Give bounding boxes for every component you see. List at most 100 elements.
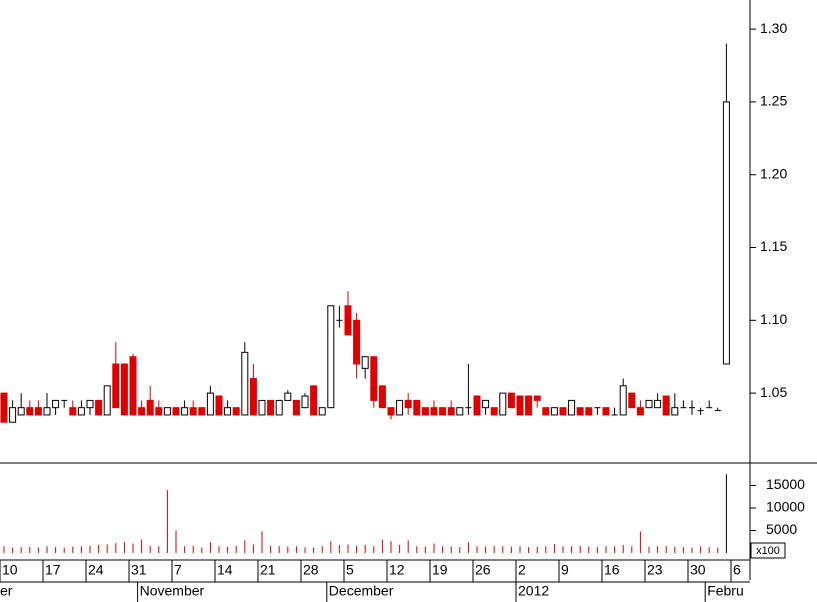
- candle-body: [318, 407, 326, 416]
- candle-body: [353, 319, 361, 365]
- x-tick-label: 9: [561, 562, 569, 578]
- candle-body: [120, 363, 128, 416]
- month-label: Febru: [707, 583, 744, 599]
- candle-body: [550, 407, 558, 416]
- x-tick-label: 10: [2, 562, 18, 578]
- candle-body: [662, 395, 670, 416]
- volume-tick-label: 5000: [766, 521, 797, 537]
- y-tick-label: 1.25: [760, 93, 787, 109]
- candle-body: [224, 407, 232, 416]
- x-tick-label: 12: [389, 562, 405, 578]
- candle-body: [628, 392, 636, 409]
- candle-body: [292, 399, 300, 416]
- candle-body: [232, 407, 240, 416]
- candle-body: [559, 407, 567, 416]
- candle-body: [473, 395, 481, 416]
- candle-body: [404, 399, 412, 409]
- x-tick-label: 28: [303, 562, 319, 578]
- candle-body: [310, 385, 318, 416]
- candle-body: [77, 407, 85, 416]
- y-tick-label: 1.30: [760, 20, 787, 36]
- candle-body: [636, 407, 644, 416]
- x-tick-label: 7: [174, 562, 182, 578]
- month-label: November: [140, 583, 205, 599]
- x-tick-label: 6: [733, 562, 741, 578]
- candle-body: [163, 407, 171, 416]
- x-tick-label: 26: [475, 562, 491, 578]
- candle-body: [447, 407, 455, 416]
- month-label: December: [329, 583, 394, 599]
- x-tick-label: 16: [604, 562, 620, 578]
- candle-body: [69, 407, 77, 416]
- candle-body: [172, 407, 180, 416]
- candle-body: [370, 356, 378, 401]
- candle-body: [533, 395, 541, 401]
- candle-body: [267, 399, 275, 416]
- volume-tick-label: 15000: [766, 476, 805, 492]
- unit-box: [750, 542, 786, 559]
- candle-body: [17, 407, 25, 416]
- candle-body: [456, 407, 464, 416]
- x-tick-label: 30: [690, 562, 706, 578]
- candle-body: [258, 399, 266, 416]
- y-tick-label: 1.20: [760, 165, 787, 181]
- x-tick-label: 31: [131, 562, 147, 578]
- candle-body: [499, 392, 507, 416]
- x-tick-label: 23: [647, 562, 663, 578]
- candle-body: [602, 407, 610, 416]
- x-tick-label: 14: [217, 562, 233, 578]
- candle-body: [619, 385, 627, 416]
- candle-body: [387, 407, 395, 416]
- candle-body: [198, 407, 206, 416]
- candle-body: [249, 378, 257, 416]
- candle-body: [0, 392, 8, 423]
- candle-body: [645, 399, 653, 409]
- candle-body: [301, 395, 309, 409]
- candle-body: [138, 407, 146, 416]
- candle-body: [181, 407, 189, 416]
- candle-body: [206, 392, 214, 416]
- x-tick-label: 17: [45, 562, 61, 578]
- candle-body: [34, 407, 42, 416]
- candle-body: [9, 407, 17, 423]
- candle-body: [430, 407, 438, 416]
- candle-body: [215, 395, 223, 416]
- x-tick-label: 19: [432, 562, 448, 578]
- candle-body: [129, 356, 137, 416]
- candle-body: [344, 305, 352, 336]
- candle-body: [576, 407, 584, 416]
- x-tick-label: 24: [88, 562, 104, 578]
- candle-body: [86, 399, 94, 409]
- candle-body: [568, 399, 576, 416]
- candle-body: [327, 305, 335, 409]
- candle-body: [43, 407, 51, 416]
- candle-body: [722, 101, 730, 365]
- candle-body: [671, 407, 679, 416]
- candle-body: [189, 407, 197, 416]
- month-label: er: [0, 583, 13, 599]
- candle-body: [413, 399, 421, 416]
- x-tick-label: 2: [518, 562, 526, 578]
- candle-body: [95, 399, 103, 416]
- candle-body: [241, 351, 249, 416]
- candle-body: [490, 407, 498, 416]
- candle-body: [112, 363, 120, 409]
- candle-body: [542, 407, 550, 416]
- month-label: 2012: [518, 583, 549, 599]
- candle-body: [275, 399, 283, 416]
- candle-body: [284, 392, 292, 401]
- candle-body: [146, 399, 154, 416]
- candle-body: [439, 407, 447, 416]
- x-tick-label: 5: [346, 562, 354, 578]
- candle-body: [378, 385, 386, 409]
- candle-body: [103, 385, 111, 416]
- x-tick-label: 21: [260, 562, 276, 578]
- candle-body: [361, 356, 369, 369]
- candle-body: [654, 399, 662, 409]
- candle-body: [396, 399, 404, 416]
- y-tick-label: 1.10: [760, 311, 787, 327]
- y-tick-label: 1.05: [760, 384, 787, 400]
- volume-tick-label: 10000: [766, 499, 805, 515]
- candle-body: [516, 395, 524, 416]
